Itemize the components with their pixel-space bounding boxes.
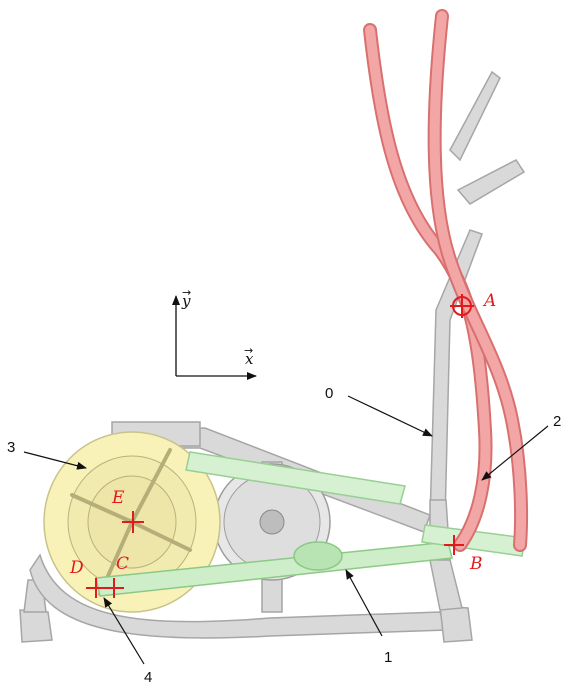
point-markers (86, 294, 474, 598)
connecting-rod-upper (185, 451, 526, 557)
marker-D (86, 578, 106, 598)
x-axis-vector-arrow: → (244, 344, 253, 357)
marker-A (450, 294, 474, 318)
point-label-B: B (469, 554, 483, 574)
point-label-A: A (482, 291, 496, 311)
y-axis-vector-arrow: → (182, 286, 191, 299)
point-label-E: E (111, 488, 125, 508)
part-label-3: 3 (7, 439, 15, 456)
connecting-rod-lower (95, 541, 453, 597)
leader-3 (23, 451, 87, 470)
y-axis-label: y (181, 292, 191, 310)
leader-0 (347, 395, 433, 437)
marker-C (104, 578, 124, 598)
leader-1 (345, 569, 383, 637)
part-label-4: 4 (144, 669, 152, 686)
point-label-C: C (116, 554, 129, 574)
coordinate-axes: y → x → (172, 286, 257, 380)
part-leaders (23, 395, 549, 665)
marker-B (444, 535, 464, 555)
part-label-1: 1 (384, 649, 392, 666)
point-label-D: D (69, 558, 84, 578)
part-label-2: 2 (553, 413, 561, 430)
marker-E (122, 511, 144, 533)
leader-4 (103, 597, 145, 665)
leader-2 (481, 425, 549, 481)
x-axis-label: x (245, 350, 254, 368)
part-label-0: 0 (325, 385, 333, 402)
